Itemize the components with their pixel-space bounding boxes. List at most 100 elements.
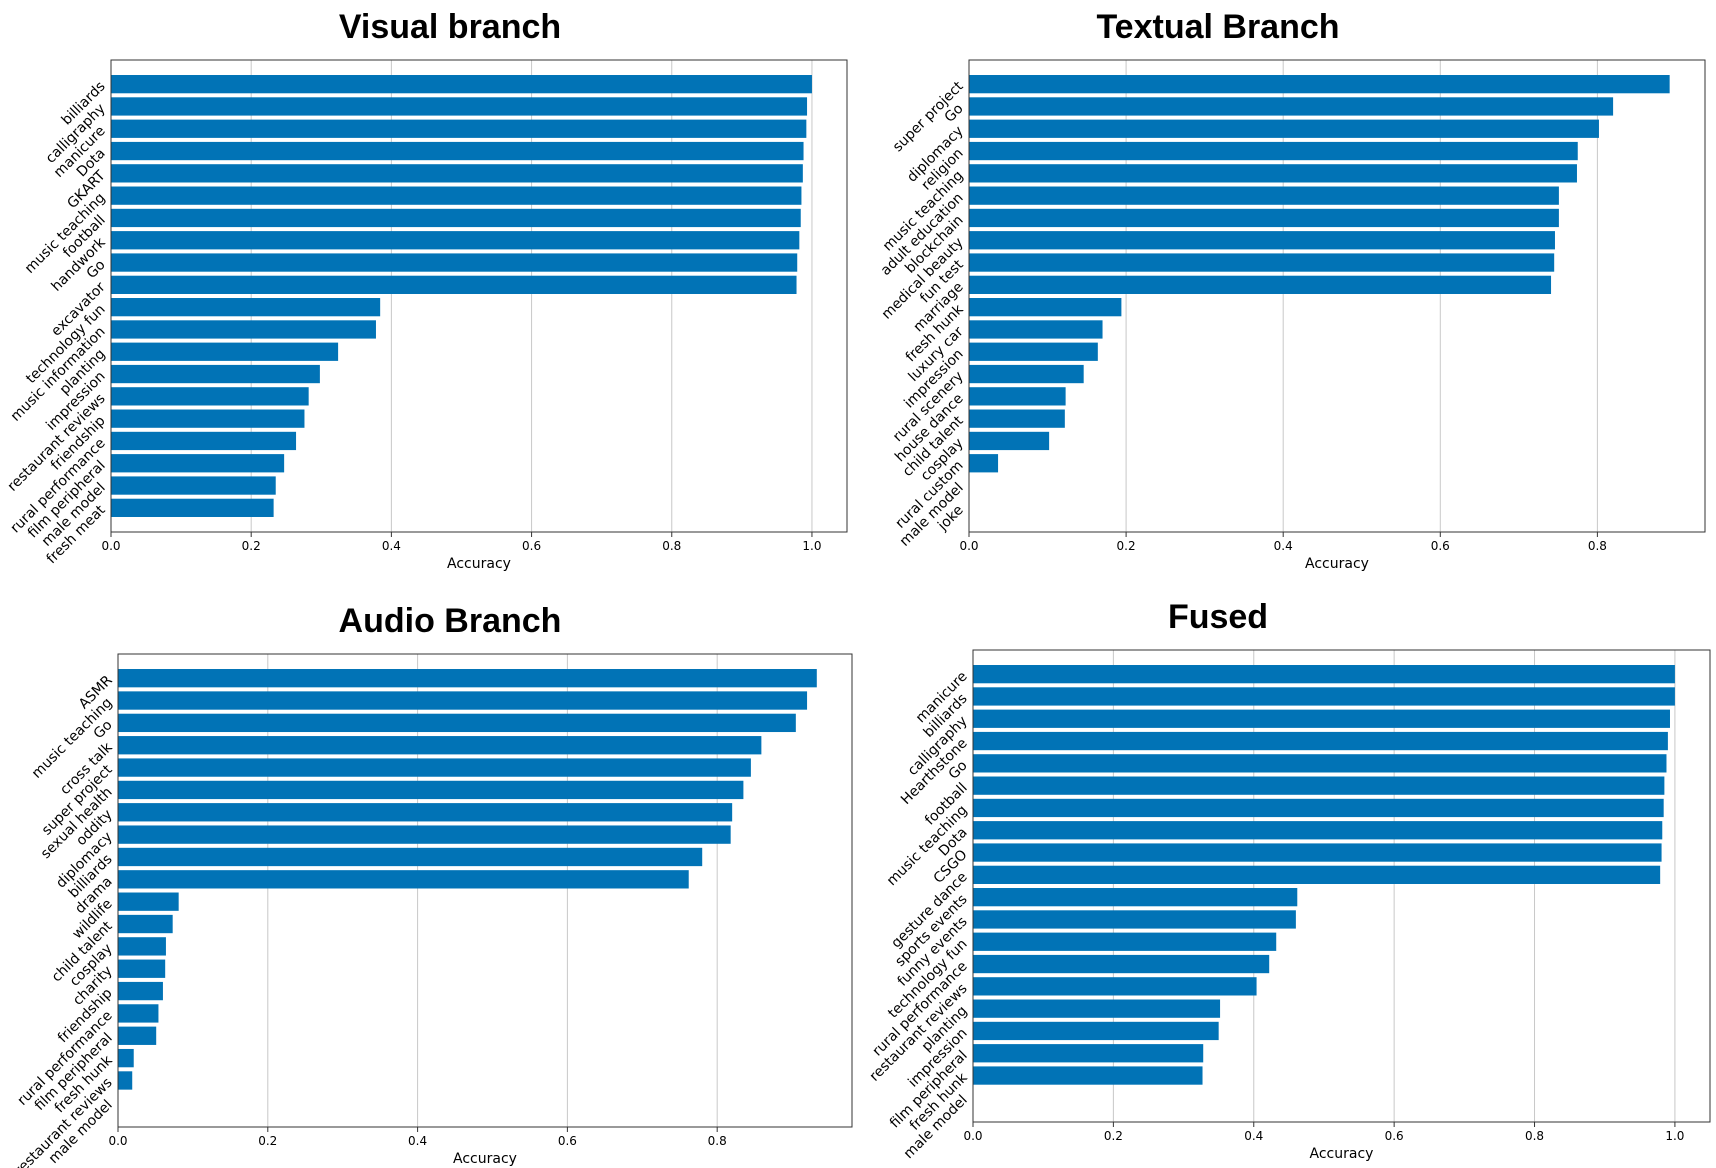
chart-title: Audio Branch — [338, 602, 562, 640]
bar — [969, 231, 1555, 250]
bar — [111, 75, 812, 94]
bar — [118, 870, 689, 889]
bar — [111, 364, 320, 384]
chart-panel-visual: Visual branch 0.0 0.2 0.4 0.6 0.8 1.0 billiard… — [0, 0, 858, 584]
chart-panel-textual: Textual Branch 0.0 0.2 0.4 0.6 0.8 super proj… — [858, 0, 1716, 584]
x-tick-label: 0.2 — [1117, 539, 1136, 553]
x-tick-label: 0.6 — [1431, 539, 1450, 553]
bar — [969, 364, 1084, 384]
bar — [111, 97, 808, 116]
bar — [118, 937, 166, 956]
chart-title: Fused — [1167, 598, 1269, 636]
bar — [969, 253, 1555, 272]
bar — [111, 208, 801, 228]
x-axis-label: Accuracy — [447, 556, 511, 572]
x-tick-label: 0.0 — [101, 539, 120, 553]
x-tick-label: 0.8 — [708, 1134, 727, 1148]
bar — [111, 498, 274, 517]
bar — [118, 758, 751, 777]
bar — [973, 709, 1670, 728]
x-tick-label: 0.8 — [1525, 1129, 1544, 1143]
x-axis-label: Accuracy — [453, 1151, 517, 1167]
bar — [111, 342, 339, 361]
bar — [111, 476, 276, 495]
x-tick-label: 0.4 — [1274, 539, 1293, 553]
x-tick-label: 0.2 — [258, 1134, 277, 1148]
x-axis-label: Accuracy — [1310, 1146, 1374, 1162]
bar — [111, 141, 804, 161]
bar — [969, 141, 1578, 161]
bar — [973, 1021, 1219, 1041]
bar — [118, 736, 762, 755]
bar — [118, 959, 166, 978]
bar — [969, 454, 999, 473]
bar — [973, 888, 1298, 907]
bar — [969, 186, 1559, 205]
bar — [973, 798, 1664, 818]
bar — [973, 910, 1296, 929]
x-tick-label: 0.0 — [108, 1134, 127, 1148]
x-tick-label: 0.6 — [522, 539, 541, 553]
chart-panel-audio: Audio Branch 0.0 0.2 0.4 0.6 0.8 ASMR music te… — [0, 584, 858, 1168]
x-tick-label: 0.0 — [963, 1129, 982, 1143]
bar — [969, 409, 1065, 428]
bar — [111, 275, 797, 294]
x-tick-label: 0.6 — [558, 1134, 577, 1148]
bar — [118, 669, 817, 688]
bar — [118, 892, 179, 911]
bar — [969, 298, 1122, 317]
x-tick-label: 0.8 — [1588, 539, 1607, 553]
x-tick-label: 0.2 — [242, 539, 261, 553]
plot-frame — [972, 649, 1711, 1123]
bar-chart: 0.0 0.2 0.4 0.6 0.8 1.0manicurebilliardscalli… — [867, 649, 1711, 1162]
bar — [111, 231, 800, 250]
bar — [973, 932, 1277, 951]
bar — [973, 954, 1270, 974]
bar — [111, 253, 798, 272]
x-tick-label: 0.2 — [1104, 1129, 1123, 1143]
bar — [118, 847, 703, 867]
bar — [973, 843, 1662, 862]
bar — [118, 981, 163, 1001]
bar — [969, 164, 1577, 183]
bar — [973, 754, 1667, 773]
x-tick-label: 1.0 — [1665, 1129, 1684, 1143]
bar — [969, 320, 1103, 339]
bar — [111, 119, 807, 138]
bar — [111, 186, 802, 205]
bar — [973, 865, 1661, 884]
bar — [973, 1066, 1203, 1085]
x-axis-label: Accuracy — [1305, 556, 1369, 572]
bar — [969, 208, 1559, 228]
x-tick-label: 0.4 — [1244, 1129, 1263, 1143]
bar — [973, 1044, 1204, 1063]
bar — [973, 665, 1675, 684]
bar — [973, 999, 1221, 1018]
x-tick-label: 0.0 — [959, 539, 978, 553]
bar — [118, 825, 731, 844]
bar — [111, 320, 376, 339]
bar — [118, 803, 733, 822]
bar — [111, 164, 803, 183]
bar — [969, 387, 1066, 406]
bar — [118, 713, 796, 733]
plot-frame — [117, 653, 853, 1128]
bar — [969, 119, 1599, 138]
bar — [111, 431, 297, 451]
bar — [969, 75, 1670, 94]
bar — [973, 731, 1668, 751]
bar — [973, 687, 1675, 706]
bar — [111, 454, 285, 473]
bar — [118, 1071, 133, 1090]
plot-frame — [968, 59, 1706, 533]
bar — [118, 1048, 134, 1068]
bar — [118, 1004, 159, 1023]
bar-chart: 0.0 0.2 0.4 0.6 0.8 1.0billiardscalligraphyma… — [5, 59, 848, 572]
bar — [111, 387, 309, 406]
bar — [973, 821, 1663, 840]
bar — [969, 342, 1098, 361]
bar — [969, 431, 1050, 451]
chart-panel-fused: Fused 0.0 0.2 0.4 0.6 0.8 1.0 manicure billiard… — [858, 584, 1716, 1168]
